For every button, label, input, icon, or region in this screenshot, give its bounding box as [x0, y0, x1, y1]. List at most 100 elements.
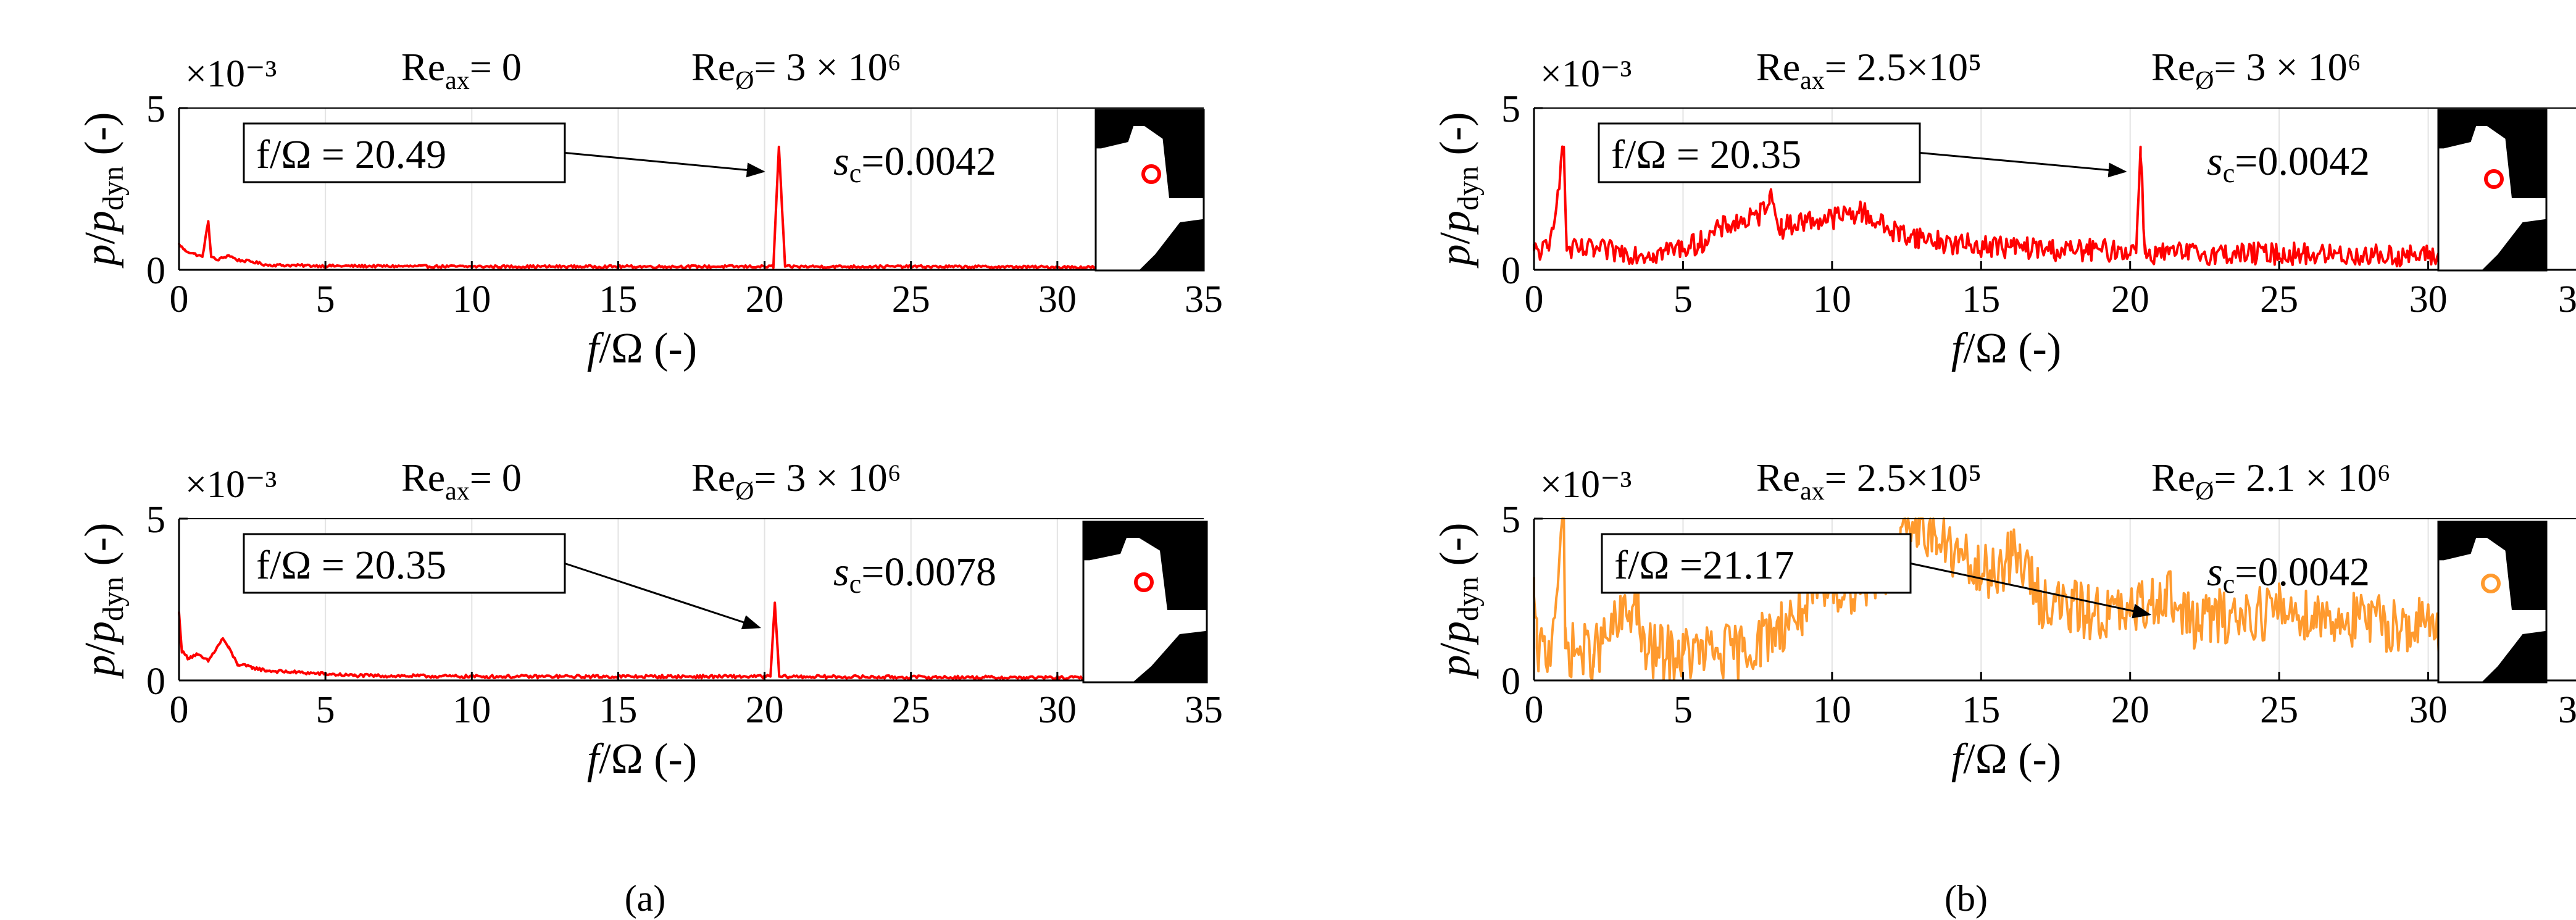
- re-phi-sub: Ø: [735, 477, 754, 506]
- x-tick-label: 5: [1674, 278, 1693, 320]
- re-phi-label: ReØ= 3 × 10⁶: [691, 45, 901, 95]
- inset-geometry-top: [2438, 522, 2546, 610]
- y-axis-label: p/pdyn (-): [1432, 112, 1485, 269]
- x-tick-label: 35: [2558, 278, 2576, 320]
- sc-label: sc=0.0042: [2207, 550, 2370, 599]
- x-axis-label: f/Ω (-): [587, 325, 697, 372]
- x-tick-label: 10: [1813, 278, 1851, 320]
- sc-s: s: [2207, 139, 2223, 184]
- x-tick-label: 15: [1962, 278, 2000, 320]
- sensor-marker: [1141, 164, 1161, 184]
- annotation-box: [243, 533, 566, 594]
- re-phi-value: 2.1 × 10⁶: [2246, 456, 2391, 500]
- x-tick-label: 0: [1525, 278, 1544, 320]
- re-phi-equals: =: [2214, 456, 2246, 500]
- re-ax-equals: =: [1825, 45, 1857, 89]
- annotation-box: [243, 122, 566, 183]
- sc-value: =0.0042: [861, 139, 996, 184]
- x-tick-label: 30: [2409, 278, 2448, 320]
- subfigure-label-b: (b): [1945, 878, 1988, 919]
- y-label-sub: dyn: [97, 166, 130, 211]
- x-tick-label: 25: [2260, 278, 2298, 320]
- re-phi-prefix: Re: [2151, 456, 2195, 500]
- x-tick-label: 20: [746, 278, 784, 320]
- sc-value: =0.0078: [861, 550, 996, 595]
- y-scale-factor: ×10⁻³: [1540, 464, 1632, 506]
- y-tick-label: 5: [146, 499, 165, 541]
- x-tick-label: 20: [2111, 689, 2149, 731]
- re-phi-prefix: Re: [691, 45, 735, 89]
- series-line: [178, 145, 1096, 270]
- x-label-rest: /Ω (-): [1963, 735, 2061, 783]
- re-ax-value: 2.5×10⁵: [1857, 45, 1982, 89]
- inset-geometry-bottom: [1133, 630, 1207, 682]
- y-scale-factor: ×10⁻³: [185, 53, 277, 95]
- x-tick-label: 15: [599, 278, 637, 320]
- annotation-arrow: [564, 562, 762, 630]
- y-label-unit: (-): [77, 523, 124, 577]
- y-label-slash: /: [77, 642, 124, 654]
- re-phi-value: 3 × 10⁶: [786, 45, 901, 89]
- y-axis-label: p/pdyn (-): [77, 112, 130, 269]
- re-ax-value: 2.5×10⁵: [1857, 456, 1982, 500]
- y-label-p: p: [77, 654, 124, 679]
- y-tick-label: 0: [146, 250, 165, 292]
- y-label-sub: dyn: [1452, 166, 1485, 211]
- re-ax-equals: =: [1825, 456, 1857, 500]
- re-ax-label: Reax= 2.5×10⁵: [1756, 45, 1982, 95]
- re-phi-equals: =: [2214, 45, 2246, 89]
- re-ax-prefix: Re: [1756, 45, 1800, 89]
- re-ax-value: 0: [502, 45, 522, 89]
- annotation-box: [1601, 533, 1912, 594]
- inset-geometry-bottom: [2482, 219, 2546, 270]
- annotation-arrow: [1919, 152, 2127, 178]
- re-phi-equals: =: [754, 456, 786, 500]
- annotation-box: [1598, 122, 1921, 183]
- y-tick-label: 5: [1501, 88, 1520, 130]
- x-axis-label: f/Ω (-): [1951, 735, 2061, 783]
- re-ax-label: Reax= 0: [401, 45, 522, 95]
- sc-s: s: [2207, 550, 2223, 595]
- x-tick-label: 5: [316, 278, 335, 320]
- y-label-slash: /: [1432, 642, 1479, 654]
- annotation-arrow: [1910, 562, 2152, 619]
- sc-sub: c: [849, 158, 862, 188]
- sc-value: =0.0042: [2235, 139, 2370, 184]
- subfigure-label-a: (a): [625, 878, 666, 919]
- y-label-slash: /: [1432, 232, 1479, 244]
- sc-value: =0.0042: [2235, 550, 2370, 595]
- x-tick-label: 35: [2558, 689, 2576, 731]
- x-tick-label: 0: [1525, 689, 1544, 731]
- x-tick-label: 10: [452, 689, 491, 731]
- x-tick-label: 0: [170, 278, 189, 320]
- sc-label: sc=0.0078: [833, 550, 996, 599]
- sc-s: s: [833, 139, 849, 184]
- x-tick-label: 30: [1038, 689, 1077, 731]
- re-ax-equals: =: [470, 456, 502, 500]
- x-label-rest: /Ω (-): [1963, 325, 2061, 372]
- y-label-unit: (-): [1432, 112, 1479, 166]
- series-line: [1533, 145, 2469, 268]
- y-label-p2: p: [1432, 211, 1479, 235]
- x-tick-label: 15: [1962, 689, 2000, 731]
- re-phi-equals: =: [754, 45, 786, 89]
- y-label-p: p: [1432, 244, 1479, 269]
- x-tick-label: 5: [1674, 689, 1693, 731]
- inset-geometry-bottom: [2482, 630, 2546, 682]
- inset-geometry-top: [1096, 110, 1204, 198]
- annotation-text: f/Ω = 20.35: [256, 543, 446, 588]
- re-ax-label: Reax= 0: [401, 456, 522, 506]
- re-ax-sub: ax: [445, 67, 470, 95]
- x-tick-label: 25: [2260, 689, 2298, 731]
- sensor-marker: [2484, 169, 2504, 189]
- sc-sub: c: [849, 569, 862, 599]
- series-line: [1533, 517, 2469, 681]
- re-phi-label: ReØ= 3 × 10⁶: [691, 456, 901, 506]
- re-phi-label: ReØ= 2.1 × 10⁶: [2151, 456, 2391, 506]
- x-tick-label: 30: [2409, 689, 2448, 731]
- y-scale-factor: ×10⁻³: [1540, 53, 1632, 95]
- x-axis-label: f/Ω (-): [1951, 325, 2061, 372]
